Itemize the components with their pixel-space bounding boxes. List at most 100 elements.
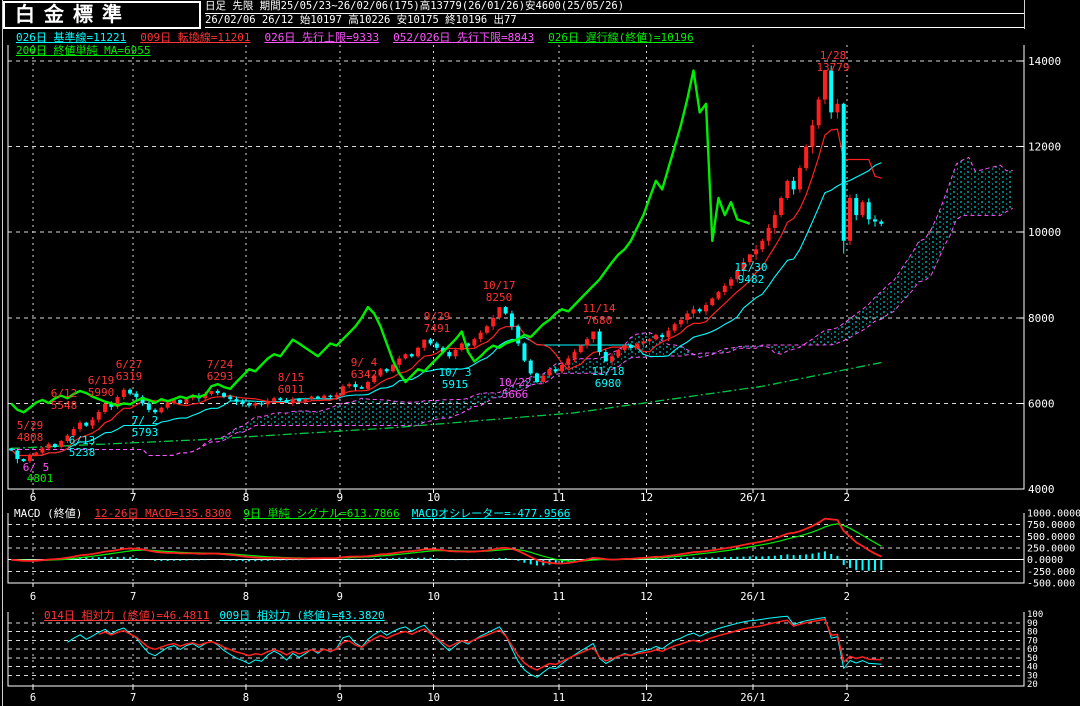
macd-pane-title: MACD (終値) (14, 507, 83, 520)
quote-info-line: 26/02/06 26/12 始10197 高10226 安10175 終101… (205, 14, 1024, 28)
macd-line (11, 517, 882, 565)
svg-text:10: 10 (427, 692, 440, 704)
svg-text:7491: 7491 (424, 322, 451, 335)
svg-text:7: 7 (130, 591, 136, 603)
svg-text:1/28: 1/28 (820, 49, 847, 62)
svg-text:40: 40 (1027, 663, 1038, 673)
svg-text:12: 12 (640, 692, 653, 704)
svg-text:26/1: 26/1 (740, 692, 765, 704)
svg-text:500.0000: 500.0000 (1027, 532, 1075, 543)
svg-text:6/19: 6/19 (88, 374, 115, 387)
header-right-border (1024, 0, 1025, 29)
svg-text:11: 11 (553, 692, 566, 704)
gridlines (8, 45, 1024, 686)
svg-text:50: 50 (1027, 654, 1038, 664)
svg-text:5/29: 5/29 (17, 419, 44, 432)
ichimoku-legend: 026日 基準線=11221 009日 転換線=11201 026日 先行上限=… (16, 31, 694, 44)
macd-osc-legend: MACDオシレーター=-477.9566 (411, 507, 571, 520)
svg-text:12/30: 12/30 (734, 261, 767, 274)
svg-text:9: 9 (337, 692, 343, 704)
svg-text:7: 7 (130, 491, 137, 504)
svg-text:100: 100 (1027, 610, 1043, 620)
kijun-legend: 026日 基準線=11221 (16, 31, 127, 44)
svg-text:6011: 6011 (278, 383, 305, 396)
macd-signal-line (11, 523, 882, 562)
rsi9-line (67, 615, 882, 678)
svg-text:10: 10 (427, 491, 440, 504)
svg-text:6/27: 6/27 (116, 358, 143, 371)
svg-text:9: 9 (337, 591, 343, 603)
svg-text:5238: 5238 (69, 446, 96, 459)
macd-pane (8, 524, 1024, 572)
tenkan-legend: 009日 転換線=11201 (140, 31, 251, 44)
svg-text:5793: 5793 (132, 426, 159, 439)
svg-text:4801: 4801 (27, 472, 54, 485)
svg-text:6: 6 (30, 591, 36, 603)
svg-text:26/1: 26/1 (740, 491, 767, 504)
svg-text:7/ 2: 7/ 2 (132, 414, 159, 427)
svg-text:12: 12 (640, 591, 653, 603)
svg-text:6293: 6293 (207, 370, 234, 383)
svg-text:8000: 8000 (1028, 312, 1055, 325)
macd-histogram (16, 551, 883, 571)
ma200-legend: 200日 終値単純 MA=6955 (16, 44, 151, 57)
chikou-legend: 026日 遅行線(終値)=10196 (548, 31, 694, 44)
contract-info-line: 日足 先限 期間25/05/23~26/02/06(175)高13779(26/… (205, 0, 1024, 14)
svg-text:8250: 8250 (486, 291, 513, 304)
svg-text:12: 12 (640, 491, 653, 504)
svg-text:8: 8 (243, 591, 249, 603)
macd-axes: 1000.0000750.0000500.0000250.00000.0000-… (7, 509, 1080, 603)
svg-text:6342: 6342 (351, 368, 378, 381)
svg-text:20: 20 (1027, 680, 1038, 690)
svg-text:13779: 13779 (816, 61, 849, 74)
svg-text:9482: 9482 (738, 273, 765, 286)
window-left-border (2, 0, 3, 706)
svg-text:7680: 7680 (586, 314, 613, 327)
rsi14-legend: 014日 相対力 (終値)=46.4811 (44, 609, 210, 622)
svg-text:8/15: 8/15 (278, 371, 305, 384)
svg-text:6319: 6319 (116, 370, 143, 383)
svg-text:6: 6 (30, 491, 37, 504)
svg-text:11: 11 (552, 491, 565, 504)
svg-text:5666: 5666 (502, 388, 529, 401)
svg-text:2: 2 (844, 491, 851, 504)
rsi14-line (98, 618, 882, 671)
svg-text:6/ 5: 6/ 5 (23, 461, 50, 474)
macd-value-legend: 12-26日 MACD=135.8300 (94, 507, 232, 520)
svg-text:2: 2 (844, 591, 850, 603)
svg-text:9: 9 (336, 491, 343, 504)
svg-text:0.0000: 0.0000 (1027, 555, 1063, 566)
svg-text:750.0000: 750.0000 (1027, 520, 1075, 531)
svg-text:8: 8 (243, 491, 250, 504)
chikou-line (10, 69, 751, 414)
svg-text:5915: 5915 (442, 378, 469, 391)
svg-text:90: 90 (1027, 619, 1038, 629)
svg-text:7/24: 7/24 (207, 358, 234, 371)
svg-text:6000: 6000 (1028, 397, 1055, 410)
rsi-legend: 014日 相対力 (終値)=46.4811 009日 相対力 (終値)=43.3… (44, 609, 385, 622)
ma-legend: 200日 終値単純 MA=6955 (16, 44, 150, 57)
svg-text:10/22: 10/22 (498, 376, 531, 389)
svg-text:12000: 12000 (1028, 141, 1061, 154)
svg-text:9/29: 9/29 (424, 310, 451, 323)
senkou-lower-legend: 052/026日 先行下限=8843 (393, 31, 535, 44)
svg-text:2: 2 (844, 692, 850, 704)
svg-text:9/ 4: 9/ 4 (351, 356, 378, 369)
kijun-line (10, 162, 882, 457)
svg-text:11/14: 11/14 (582, 302, 615, 315)
svg-text:6/12: 6/12 (51, 387, 78, 400)
svg-text:30: 30 (1027, 671, 1038, 681)
svg-text:6980: 6980 (595, 377, 622, 390)
svg-text:6/13: 6/13 (69, 434, 96, 447)
macd-signal-legend: 9日 単純 シグナル=613.7866 (243, 507, 400, 520)
instrument-title: 白金標準 (3, 1, 201, 29)
rsi9-legend: 009日 相対力 (終値)=43.3820 (219, 609, 385, 622)
svg-text:60: 60 (1027, 645, 1038, 655)
svg-text:10000: 10000 (1028, 226, 1061, 239)
svg-text:10/17: 10/17 (482, 279, 515, 292)
ichimoku-cloud (11, 157, 1013, 456)
